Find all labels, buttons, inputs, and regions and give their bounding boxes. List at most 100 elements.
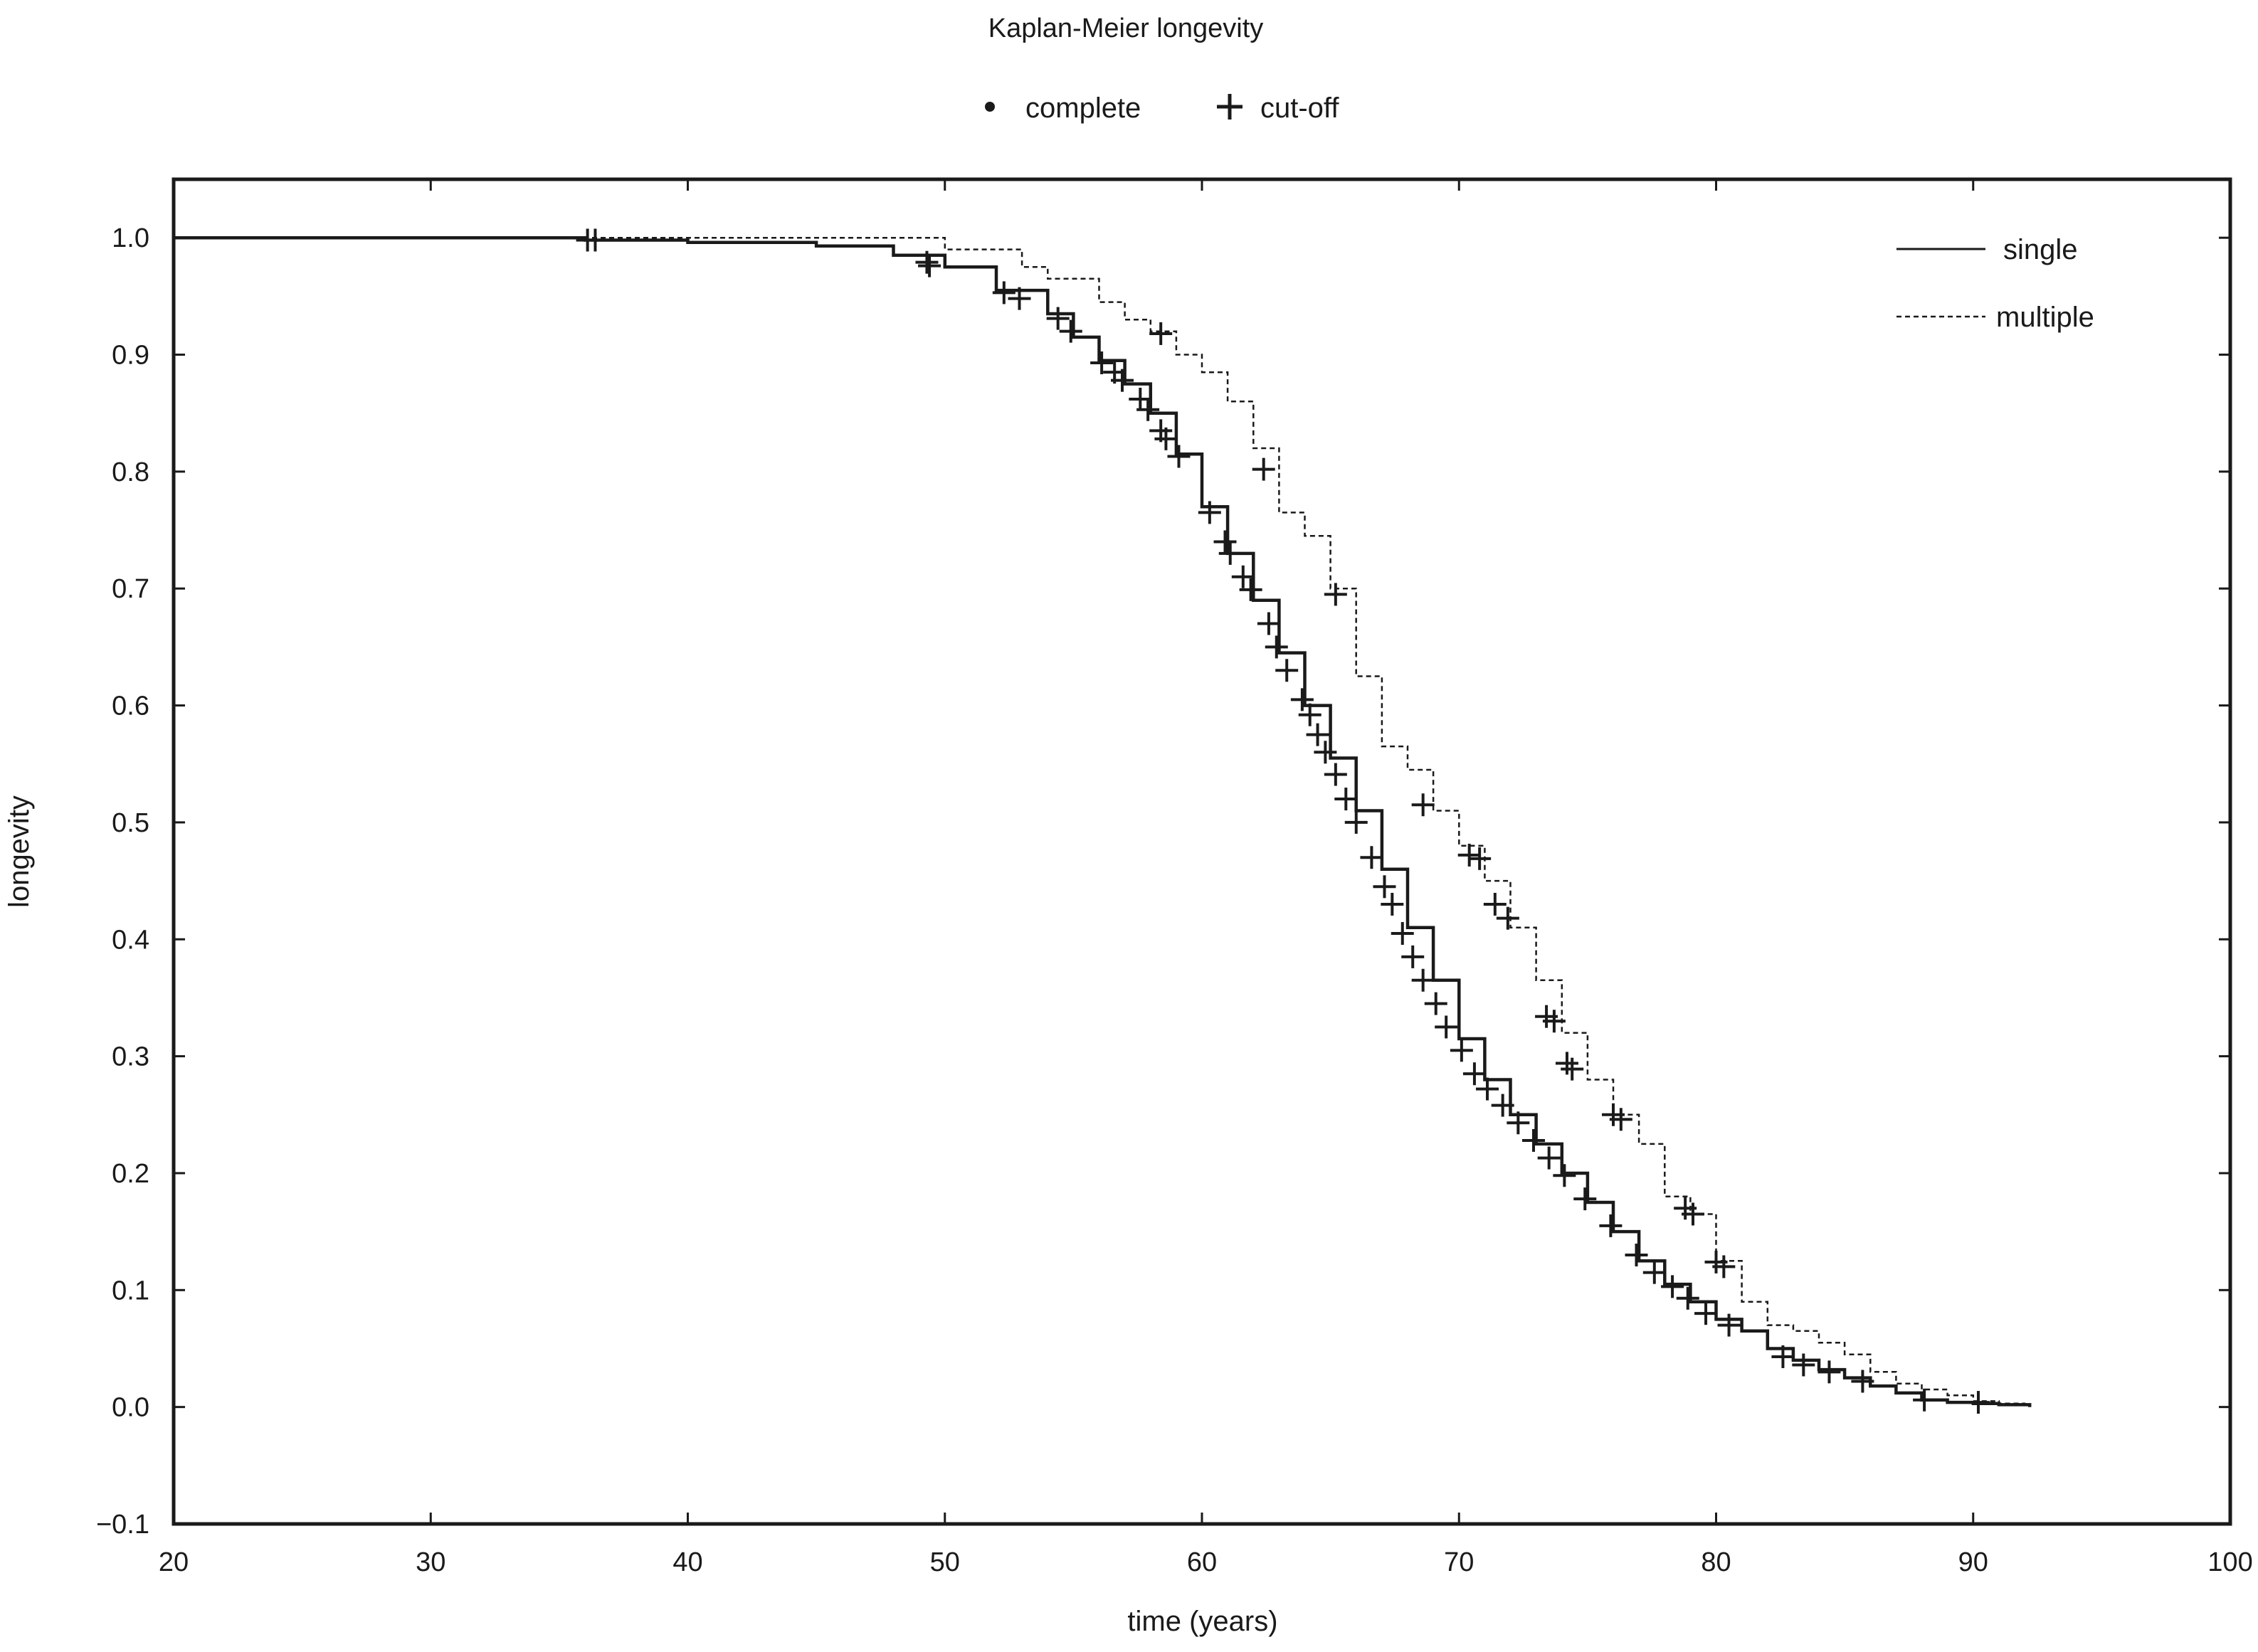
- y-tick-label: 0.7: [112, 574, 149, 604]
- multiple-cutoff-mark: [1457, 843, 1481, 867]
- single-cutoff-mark: [1090, 351, 1114, 375]
- x-tick-label: 40: [672, 1547, 702, 1577]
- single-cutoff-mark: [1391, 922, 1414, 946]
- single-cutoff-mark: [1676, 1286, 1699, 1310]
- x-tick-label: 90: [1958, 1547, 1988, 1577]
- single-cutoff-mark: [1818, 1360, 1841, 1384]
- single-cutoff-mark: [1059, 319, 1082, 343]
- y-axis-label: longevity: [4, 795, 35, 908]
- single-cutoff-mark: [1462, 1062, 1486, 1086]
- x-tick-label: 100: [2207, 1547, 2252, 1577]
- multiple-cutoff-mark: [1555, 1052, 1578, 1075]
- single-cutoff-mark: [1401, 945, 1425, 968]
- single-cutoff-mark: [1435, 1015, 1458, 1039]
- single-cutoff-mark: [1553, 1164, 1576, 1187]
- single-cutoff-mark: [1265, 635, 1288, 659]
- y-tick-label: 0.5: [112, 808, 149, 838]
- x-tick-label: 80: [1701, 1547, 1731, 1577]
- multiple-cutoff-mark: [1542, 1010, 1566, 1033]
- y-tick-label: 1.0: [112, 223, 149, 253]
- single-cutoff-mark: [1717, 1313, 1741, 1337]
- y-tick-label: 0.1: [112, 1276, 149, 1306]
- plot-frame: [172, 177, 2232, 1526]
- single-cutoff-mark: [1154, 427, 1178, 450]
- single-cutoff-mark: [1046, 307, 1070, 330]
- single-cutoff-mark: [1475, 1077, 1499, 1101]
- x-axis-label: time (years): [1127, 1606, 1277, 1637]
- marker-legend: complete cut-off: [985, 92, 1339, 124]
- multiple-cutoff-mark: [1149, 322, 1173, 345]
- plot-area: [174, 228, 2032, 1414]
- single-cutoff-mark: [1239, 578, 1262, 601]
- x-tick-label: 30: [416, 1547, 445, 1577]
- marker-legend-cutoff-label: cut-off: [1260, 92, 1339, 124]
- single-cutoff-mark: [1218, 541, 1242, 565]
- y-tick-label: 0.0: [112, 1393, 149, 1423]
- single-cutoff-mark: [918, 254, 941, 277]
- single-cutoff-mark: [1507, 1111, 1530, 1135]
- series-single-cutoffs: [576, 228, 1990, 1414]
- single-cutoff-mark: [1231, 565, 1255, 588]
- y-tick-label: 0.6: [112, 692, 149, 721]
- y-tick-label: 0.2: [112, 1159, 149, 1189]
- single-cutoff-mark: [1373, 875, 1396, 899]
- single-cutoff-mark: [1198, 501, 1221, 524]
- multiple-cutoff-mark: [1324, 583, 1347, 606]
- single-cutoff-mark: [1537, 1146, 1561, 1170]
- single-cutoff-mark: [1642, 1261, 1666, 1284]
- single-cutoff-mark: [1625, 1244, 1648, 1266]
- series-multiple-cutoffs: [1149, 322, 1736, 1278]
- y-tick-label: −0.1: [96, 1510, 149, 1540]
- marker-legend-complete-label: complete: [1025, 92, 1141, 124]
- single-cutoff-mark: [1599, 1214, 1623, 1237]
- single-cutoff-mark: [1694, 1302, 1718, 1325]
- single-cutoff-mark: [1450, 1039, 1473, 1062]
- single-cutoff-mark: [1491, 1094, 1514, 1117]
- single-cutoff-mark: [1298, 703, 1321, 726]
- single-cutoff-mark: [1257, 612, 1280, 635]
- multiple-cutoff-mark: [1411, 793, 1435, 817]
- legend-single-label: single: [2003, 234, 2078, 265]
- multiple-cutoff-mark: [1483, 892, 1507, 916]
- single-cutoff-mark: [1771, 1345, 1795, 1368]
- x-tick-label: 50: [930, 1547, 960, 1577]
- y-tick-label: 0.3: [112, 1042, 149, 1072]
- multiple-cutoff-mark: [1609, 1108, 1632, 1131]
- single-cutoff-mark: [1306, 723, 1329, 746]
- single-cutoff-mark: [1966, 1391, 1990, 1414]
- x-tick-label: 70: [1444, 1547, 1474, 1577]
- single-cutoff-mark: [1424, 992, 1447, 1015]
- single-cutoff-mark: [1290, 688, 1314, 711]
- single-cutoff-mark: [1136, 398, 1160, 421]
- x-tick-label: 60: [1187, 1547, 1217, 1577]
- single-cutoff-mark: [1275, 659, 1299, 682]
- series-legend: single multiple: [1896, 234, 2094, 333]
- y-ticks: 1.0 0.9 0.8 0.7 0.6 0.5 0.4 0.3 0.2 0.1 0.0 −0.1: [96, 223, 2230, 1540]
- y-tick-label: 0.9: [112, 341, 149, 371]
- single-cutoff-mark: [992, 281, 1015, 305]
- single-cutoff-mark: [1008, 287, 1031, 310]
- multiple-cutoff-mark: [1252, 457, 1275, 481]
- single-cutoff-mark: [1411, 968, 1435, 992]
- single-cutoff-mark: [1573, 1187, 1597, 1211]
- single-cutoff-mark: [1213, 530, 1237, 554]
- single-cutoff-mark: [1661, 1275, 1684, 1298]
- single-cutoff-mark: [1360, 846, 1383, 869]
- complete-marker-icon: [985, 102, 995, 112]
- x-tick-label: 20: [159, 1547, 189, 1577]
- multiple-cutoff-mark: [1712, 1255, 1736, 1278]
- multiple-cutoff-mark: [1468, 847, 1492, 870]
- multiple-cutoff-mark: [1561, 1057, 1584, 1081]
- single-cutoff-mark: [1111, 369, 1134, 392]
- single-cutoff-mark: [915, 250, 939, 274]
- single-cutoff-mark: [1344, 810, 1368, 834]
- multiple-cutoff-mark: [1681, 1202, 1704, 1226]
- y-tick-label: 0.8: [112, 457, 149, 487]
- single-cutoff-mark: [1167, 445, 1191, 468]
- x-ticks: 20 30 40 50 60 70 80 90 100: [159, 179, 2253, 1577]
- single-cutoff-mark: [1314, 741, 1337, 764]
- single-cutoff-mark: [584, 228, 607, 252]
- y-tick-label: 0.4: [112, 925, 149, 955]
- single-cutoff-mark: [1792, 1353, 1815, 1377]
